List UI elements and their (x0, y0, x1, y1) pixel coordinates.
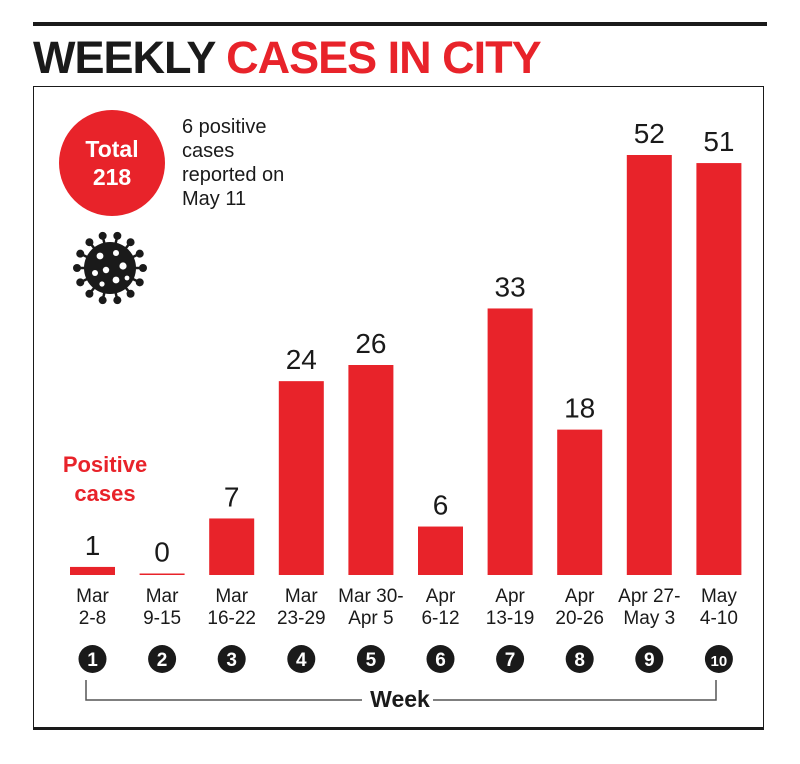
tick-label-week-4-line-1: Mar (285, 586, 318, 607)
week-number-badge-8 (565, 645, 594, 673)
value-label-week-8: 18 (564, 393, 595, 424)
tick-label-week-3-line-1: Mar (215, 586, 248, 607)
daily-note: 6 positive cases reported on May 11 (182, 116, 285, 210)
tick-label-week-9-line-1: Apr 27- (618, 586, 680, 607)
value-label-week-2: 0 (154, 537, 170, 568)
week-number-5: 5 (366, 650, 377, 671)
tick-label-week-9-line-2: May 3 (623, 608, 675, 629)
week-number-badge-4 (287, 645, 316, 673)
tick-label-week-1-line-2: 2-8 (79, 608, 106, 629)
value-label-week-9: 52 (634, 118, 665, 149)
tick-label-week-7-line-2: 13-19 (486, 608, 535, 629)
virus-icon (70, 228, 150, 313)
week-number-1: 1 (87, 650, 98, 671)
legend-label: Positive cases (62, 452, 148, 506)
week-number-2: 2 (157, 650, 168, 671)
week-number-badge-1 (78, 645, 107, 673)
tick-label-week-6-line-2: 6-12 (421, 608, 459, 629)
value-label-week-7: 33 (495, 271, 526, 302)
bar-week-2 (139, 573, 185, 575)
tick-label-week-5-line-2: Apr 5 (348, 608, 393, 629)
tick-label-week-4-line-2: 23-29 (277, 608, 326, 629)
bar-week-5 (348, 365, 394, 575)
top-rule (33, 22, 767, 26)
value-label-week-3: 7 (224, 481, 240, 512)
total-label: Total (85, 136, 139, 162)
bar-week-7 (487, 308, 533, 575)
bar-week-6 (418, 526, 463, 575)
chart-title: WEEKLY CASES IN CITY (33, 30, 542, 86)
week-number-3: 3 (226, 650, 237, 671)
value-label-week-1: 1 (85, 530, 101, 561)
x-axis-label: Week (370, 686, 430, 712)
tick-label-week-10-line-1: May (701, 586, 737, 607)
tick-label-week-1-line-1: Mar (76, 586, 109, 607)
tick-label-week-5-line-1: Mar 30- (338, 586, 403, 607)
tick-label-week-8-line-2: 20-26 (555, 608, 604, 629)
value-label-week-4: 24 (286, 344, 317, 375)
bar-week-10 (696, 163, 742, 576)
value-label-week-10: 51 (703, 126, 734, 157)
total-badge: Total 218 (59, 110, 165, 216)
week-number-badge-3 (217, 645, 246, 673)
week-number-7: 7 (505, 650, 516, 671)
week-number-4: 4 (296, 650, 307, 671)
value-label-week-6: 6 (433, 490, 449, 521)
week-bracket-left (85, 680, 362, 701)
tick-label-week-3-line-2: 16-22 (207, 608, 256, 629)
chart-frame (33, 86, 764, 730)
week-number-badge-5 (356, 645, 385, 673)
bar-week-4 (278, 381, 324, 575)
week-number-badge-10 (704, 645, 733, 673)
week-number-badge-6 (426, 645, 455, 673)
week-number-badge-7 (496, 645, 525, 673)
week-number-10: 10 (711, 653, 728, 670)
value-label-week-5: 26 (355, 328, 386, 359)
week-number-6: 6 (435, 650, 446, 671)
week-number-badge-9 (635, 645, 664, 673)
bar-week-1 (70, 566, 115, 575)
tick-label-week-10-line-2: 4-10 (700, 608, 738, 629)
tick-label-week-2-line-2: 9-15 (143, 608, 181, 629)
bar-week-9 (626, 155, 672, 575)
title-part-black: WEEKLY (33, 32, 216, 83)
week-number-8: 8 (574, 650, 585, 671)
bar-week-8 (557, 429, 603, 575)
tick-label-week-7-line-1: Apr (495, 586, 525, 607)
week-number-badge-2 (148, 645, 177, 673)
tick-label-week-2-line-1: Mar (146, 586, 179, 607)
week-number-9: 9 (644, 650, 655, 671)
bar-week-3 (209, 518, 255, 575)
tick-label-week-8-line-1: Apr (565, 586, 595, 607)
tick-label-week-6-line-1: Apr (426, 586, 456, 607)
title-part-red: CASES IN CITY (226, 32, 542, 83)
week-bracket-right (433, 680, 717, 701)
total-value: 218 (92, 164, 132, 190)
